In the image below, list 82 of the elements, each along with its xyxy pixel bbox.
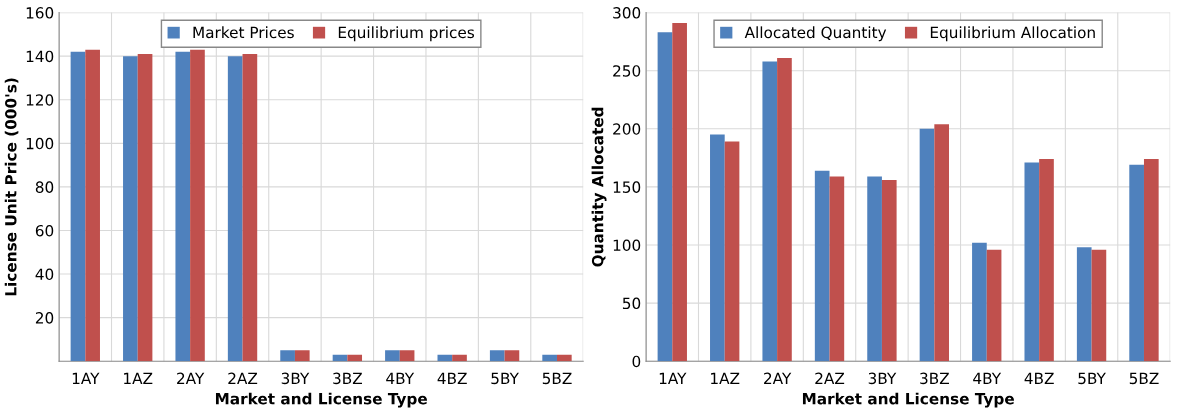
x-tick-label: 4BZ — [437, 372, 467, 384]
bar — [1129, 164, 1144, 362]
bar — [399, 350, 415, 362]
x-tick-label: 1AZ — [711, 372, 740, 384]
bar — [227, 56, 243, 362]
legend-label: Allocated Quantity — [744, 26, 887, 42]
bar — [814, 170, 830, 362]
y-tick-label: 60 — [35, 224, 54, 237]
bar — [123, 56, 138, 362]
x-tick-label: 5BZ — [542, 372, 572, 385]
x-tick-label: 4BY — [386, 372, 415, 384]
bar — [504, 350, 520, 362]
bar — [85, 49, 100, 362]
y-tick-label: 250 — [613, 65, 641, 77]
x-tick-label: 5BZ — [1129, 372, 1159, 385]
x-axis-title: Market and License Type — [802, 392, 1014, 408]
x-tick-label: 2AZ — [228, 372, 258, 384]
x-tick-label: 3BY — [868, 372, 897, 385]
bar — [542, 354, 557, 362]
bar — [829, 176, 845, 362]
y-tick-label: 100 — [613, 239, 641, 252]
legend-label: Market Prices — [193, 26, 294, 39]
bar — [867, 176, 882, 362]
bar — [489, 350, 505, 362]
x-axis-title: Market and License Type — [215, 392, 427, 408]
x-tick-label: 3BZ — [920, 372, 949, 385]
bar — [1076, 247, 1092, 362]
bar — [972, 242, 987, 362]
bar — [347, 354, 363, 362]
bar — [724, 141, 740, 362]
x-tick-label: 1AY — [659, 372, 687, 384]
y-tick-label: 300 — [613, 7, 641, 19]
x-tick-label: 5BY — [1078, 372, 1106, 385]
bar — [137, 54, 153, 362]
y-tick-label: 50 — [622, 297, 641, 310]
x-tick-label: 3BZ — [333, 372, 362, 385]
bar — [986, 249, 1002, 362]
x-tick-label: 5BY — [491, 372, 519, 385]
bar — [1039, 159, 1054, 362]
legend-label: Equilibrium Allocation — [930, 26, 1095, 42]
bar — [777, 57, 792, 362]
bar — [1024, 162, 1040, 362]
x-tick-label: 2AY — [177, 372, 205, 384]
bar — [385, 350, 400, 362]
bar — [280, 350, 295, 362]
bar — [437, 354, 453, 362]
x-tick-label: 2AZ — [815, 372, 845, 384]
y-tick-label: 100 — [26, 137, 54, 150]
x-tick-label: 4BZ — [1024, 372, 1054, 384]
y-tick-label: 150 — [613, 181, 641, 193]
y-tick-label: 120 — [26, 94, 54, 106]
y-tick-label: 80 — [35, 181, 54, 193]
x-tick-label: 2AY — [764, 372, 792, 384]
bar — [762, 61, 778, 362]
y-tick-label: 200 — [613, 123, 641, 135]
bar — [1091, 249, 1107, 362]
bar — [70, 51, 86, 362]
bar — [710, 134, 725, 362]
bar — [452, 354, 467, 362]
bar — [919, 128, 935, 362]
y-tick-label: 0 — [632, 355, 641, 368]
y-axis-title: Quantity Allocated — [591, 107, 607, 267]
bar — [175, 51, 191, 362]
bar — [1143, 159, 1159, 362]
y-tick-label: 20 — [35, 312, 54, 324]
bar — [881, 179, 897, 362]
bar — [242, 54, 258, 362]
bar — [657, 32, 673, 362]
x-tick-label: 3BY — [281, 372, 310, 385]
bar — [190, 49, 205, 362]
legend-label: Equilibrium prices — [338, 26, 475, 42]
bar — [556, 354, 572, 362]
y-tick-label: 40 — [35, 268, 54, 281]
bar — [934, 124, 950, 362]
y-axis-title: License Unit Price (000's) — [4, 78, 19, 296]
bar — [294, 350, 310, 362]
bar — [672, 23, 687, 362]
x-tick-label: 1AZ — [124, 372, 153, 384]
x-tick-label: 4BY — [973, 372, 1002, 384]
x-tick-label: 1AY — [72, 372, 100, 384]
y-tick-label: 140 — [26, 50, 54, 63]
y-tick-label: 160 — [26, 7, 54, 19]
